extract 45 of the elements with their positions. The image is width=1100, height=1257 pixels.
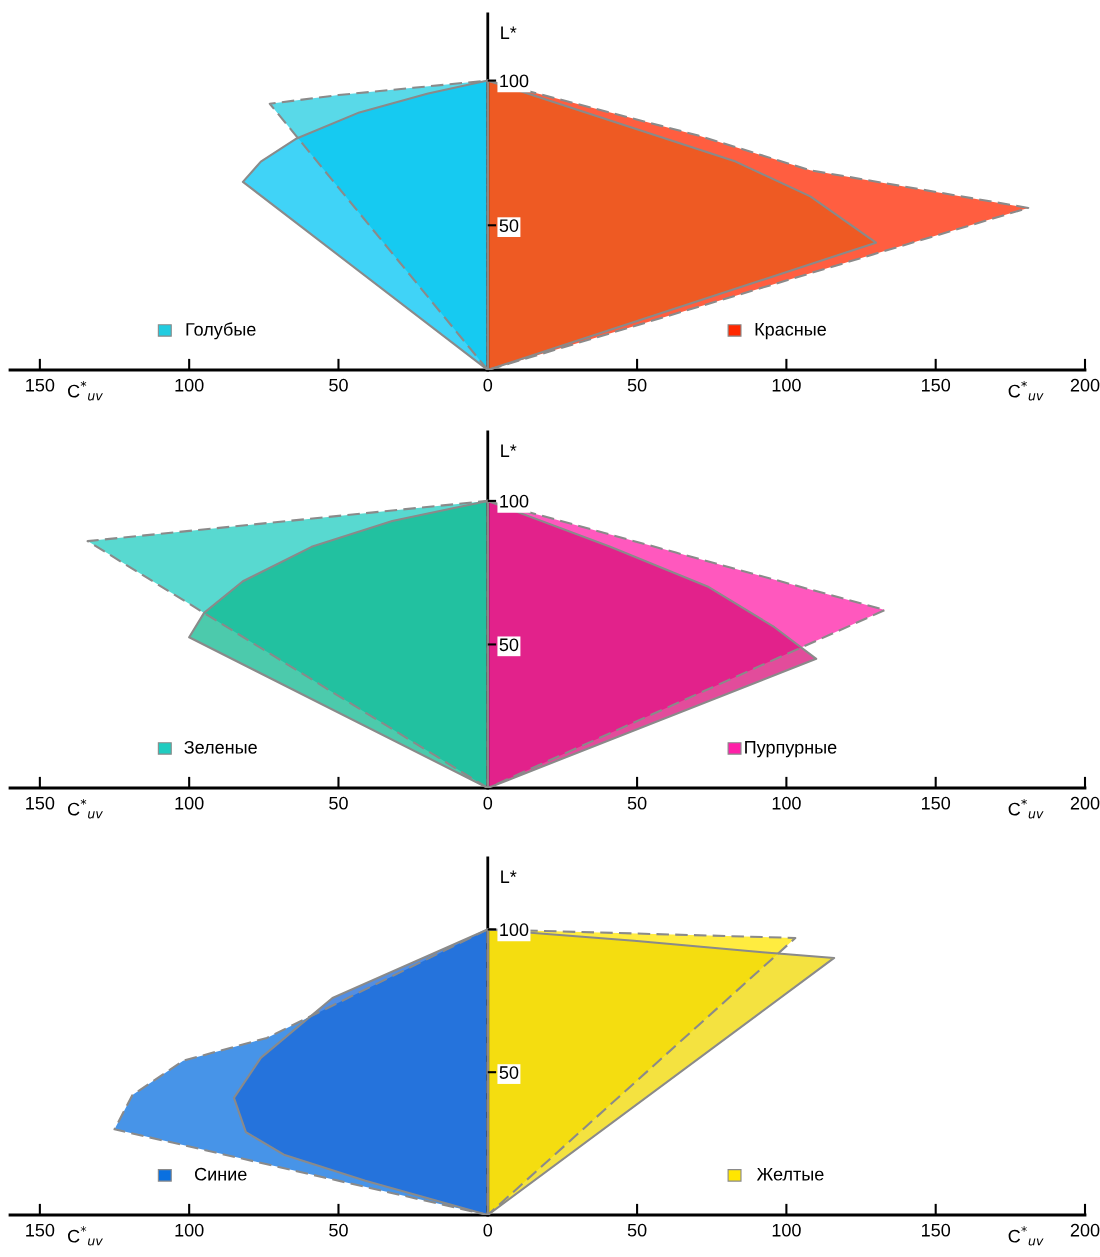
- x-axis-title: C$^{*}$$_{uv}$: [68, 799, 103, 819]
- x-tick-label: 50: [627, 1223, 647, 1237]
- x-tick-label: 200: [1070, 378, 1100, 392]
- x-tick-label: 100: [772, 378, 801, 392]
- x-tick-label: 50: [627, 796, 647, 810]
- x-tick-label: 0: [483, 378, 493, 392]
- y-tick-label: 50: [499, 638, 519, 652]
- x-axis-title: C$^{*}$$_{uv}$: [68, 381, 103, 401]
- x-tick-label: 50: [329, 796, 348, 810]
- y-axis-title: L*: [501, 26, 517, 39]
- y-tick-label: 50: [499, 219, 519, 232]
- x-tick-label: 50: [329, 1223, 348, 1237]
- y-tick-label: 100: [500, 494, 529, 508]
- legend-label: Голубые: [186, 322, 256, 340]
- legend-label: Пурпурные: [745, 741, 837, 758]
- text: C$^{*}$$_{uv}$: [1008, 799, 1044, 819]
- x-axis-title: C$^{*}$$_{uv}$: [68, 1226, 103, 1246]
- x-tick-label: 100: [772, 1223, 801, 1237]
- x-tick-label: 150: [26, 1223, 55, 1237]
- x-tick-label: 200: [1070, 796, 1100, 810]
- x-tick-label: 150: [922, 796, 951, 810]
- y-tick-label: 100: [500, 74, 529, 88]
- y-axis-title: L*: [501, 444, 517, 457]
- y-axis-title: L*: [501, 870, 517, 883]
- x-tick-label: 0: [483, 1223, 493, 1237]
- x-tick-label: 50: [627, 378, 647, 392]
- legend-label: Зеленые: [184, 740, 257, 754]
- x-tick-label: 200: [1070, 1223, 1100, 1237]
- legend-label: Желтые: [756, 1167, 824, 1181]
- text: C$^{*}$$_{uv}$: [1008, 381, 1044, 401]
- x-tick-label: 100: [175, 378, 204, 392]
- x-tick-label: 0: [483, 796, 493, 810]
- x-tick-label: 50: [329, 378, 348, 392]
- y-tick-label: 100: [500, 923, 529, 937]
- legend-label: Красные: [755, 323, 826, 340]
- x-tick-label: 150: [26, 796, 55, 810]
- x-tick-label: 100: [772, 796, 801, 810]
- x-tick-label: 150: [26, 378, 55, 392]
- x-tick-label: 150: [922, 378, 951, 392]
- x-tick-label: 100: [175, 1223, 204, 1237]
- y-tick-label: 50: [499, 1066, 519, 1079]
- legend-label: Синие: [195, 1167, 247, 1181]
- text: C$^{*}$$_{uv}$: [1008, 1226, 1044, 1246]
- x-tick-label: 100: [175, 796, 204, 810]
- x-tick-label: 150: [922, 1223, 951, 1237]
